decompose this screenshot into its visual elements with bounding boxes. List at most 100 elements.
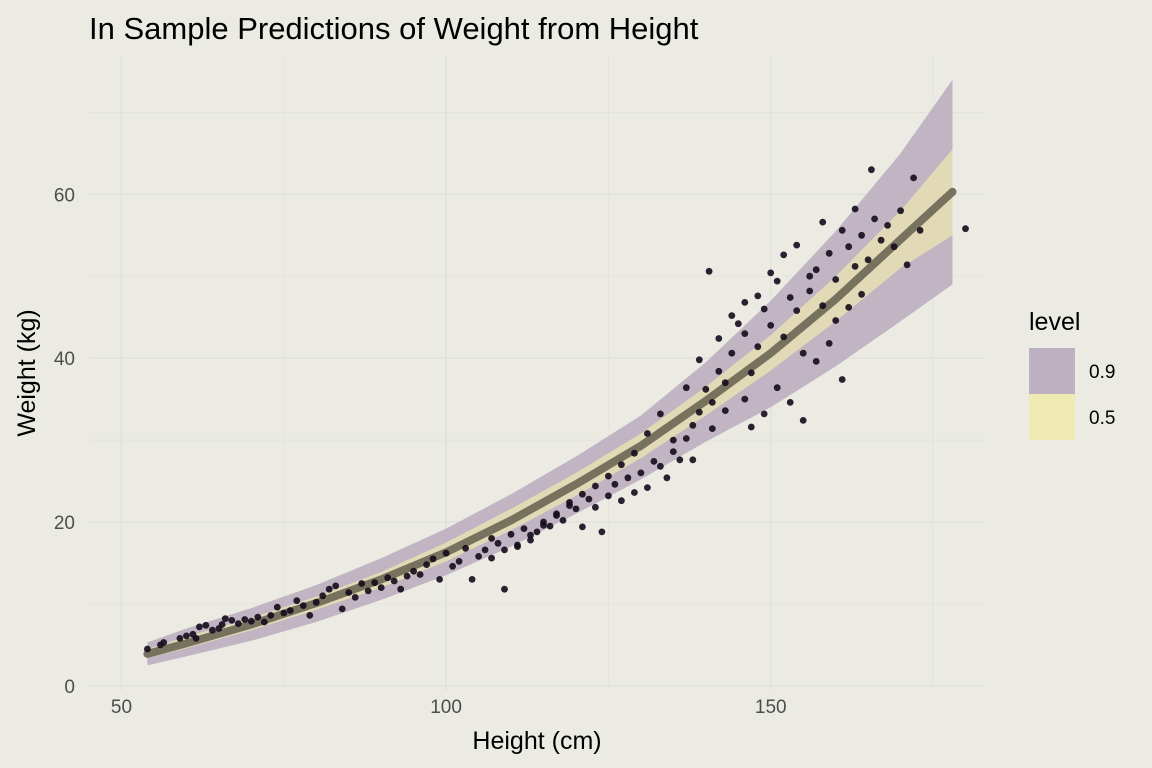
data-point — [773, 277, 781, 285]
data-point — [299, 602, 307, 609]
data-point — [657, 462, 664, 470]
data-point — [858, 290, 865, 298]
data-point — [319, 592, 327, 600]
data-point — [728, 312, 736, 319]
data-point — [631, 449, 638, 457]
data-point — [747, 369, 755, 377]
data-point — [325, 585, 333, 593]
data-point — [812, 358, 820, 365]
data-point — [644, 484, 651, 491]
data-point — [247, 617, 255, 625]
data-point — [650, 458, 658, 465]
data-point — [669, 436, 677, 444]
data-point — [819, 302, 827, 310]
data-point — [183, 632, 190, 640]
data-point — [741, 330, 749, 337]
data-point — [799, 349, 807, 357]
data-point — [806, 272, 814, 280]
data-point — [566, 502, 573, 509]
data-point — [897, 207, 904, 215]
data-point — [221, 615, 229, 623]
x-axis-title: Height (cm) — [472, 727, 601, 755]
data-point — [481, 546, 489, 554]
data-point — [773, 384, 781, 392]
data-point — [559, 517, 567, 524]
data-point — [192, 635, 200, 642]
data-point — [267, 612, 275, 619]
data-point — [345, 589, 353, 596]
data-point — [423, 561, 430, 568]
data-point — [218, 621, 226, 628]
data-point — [202, 621, 210, 629]
data-point — [488, 554, 495, 562]
data-point — [611, 480, 619, 488]
data-point — [851, 263, 859, 270]
data-point — [494, 539, 502, 547]
data-point — [254, 613, 262, 621]
data-point — [793, 307, 801, 314]
data-point — [579, 490, 586, 498]
data-point — [721, 407, 729, 414]
data-point — [832, 317, 840, 324]
data-point — [884, 222, 891, 229]
data-point — [728, 349, 736, 357]
data-point — [868, 166, 875, 174]
data-point — [403, 572, 411, 580]
band-0.9 — [147, 79, 953, 666]
data-point — [462, 544, 469, 552]
data-point — [962, 225, 969, 233]
data-point — [332, 582, 340, 590]
data-point — [695, 356, 703, 364]
data-point — [468, 576, 476, 583]
data-point — [286, 607, 294, 614]
data-point — [780, 333, 788, 341]
x-tick-label: 150 — [755, 697, 787, 718]
data-point — [533, 528, 541, 536]
legend-label-0.5: 0.5 — [1089, 408, 1115, 429]
data-point — [644, 430, 651, 437]
data-point — [663, 474, 671, 482]
data-point — [851, 205, 859, 213]
data-point — [708, 425, 716, 432]
data-point — [592, 503, 599, 511]
legend: level 0.9 0.5 — [1029, 308, 1115, 440]
legend-key-0.5 — [1029, 394, 1075, 440]
data-point — [741, 299, 749, 306]
data-point — [176, 635, 184, 642]
bands — [147, 79, 953, 666]
tick-labels: 50 100 150 0 20 40 60 — [54, 185, 787, 718]
legend-label-0.9: 0.9 — [1089, 362, 1115, 383]
data-point — [689, 456, 697, 464]
data-point — [832, 276, 840, 283]
data-point — [605, 492, 612, 500]
data-point — [793, 241, 801, 249]
x-tick-label: 50 — [111, 697, 132, 718]
data-point — [637, 469, 645, 477]
data-point — [747, 423, 755, 431]
data-point — [845, 243, 853, 251]
data-point — [514, 541, 521, 549]
data-point — [838, 376, 846, 383]
data-point — [585, 495, 593, 503]
points — [144, 166, 969, 653]
data-point — [825, 249, 833, 257]
data-point — [864, 256, 872, 264]
data-point — [669, 448, 677, 455]
data-point — [351, 594, 359, 601]
data-point — [689, 421, 697, 429]
data-point — [871, 215, 878, 223]
data-point — [540, 521, 547, 529]
data-point — [682, 384, 690, 392]
legend-title: level — [1029, 308, 1080, 336]
data-point — [695, 408, 703, 416]
data-point — [812, 266, 820, 274]
data-point — [371, 579, 379, 587]
data-point — [799, 417, 807, 424]
data-point — [877, 236, 885, 244]
data-point — [488, 535, 495, 542]
data-point — [293, 597, 301, 605]
y-tick-label: 20 — [54, 513, 75, 534]
data-point — [196, 623, 203, 631]
data-point — [520, 525, 528, 532]
data-point — [741, 395, 749, 403]
